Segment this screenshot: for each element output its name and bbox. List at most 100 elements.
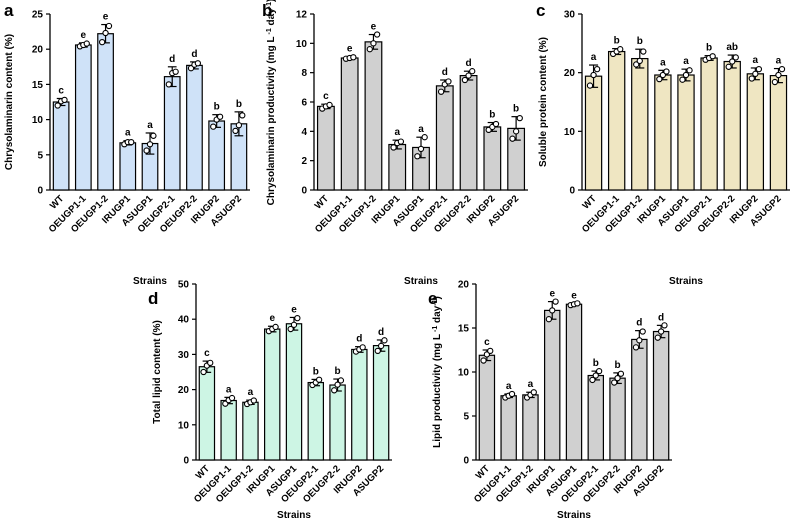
significance-letter: a <box>226 384 232 395</box>
data-point <box>250 397 257 404</box>
bar-WT <box>316 105 335 191</box>
significance-letter: b <box>313 366 319 377</box>
significance-letter: a <box>506 381 512 392</box>
significance-letter: a <box>418 124 424 135</box>
data-point <box>663 68 670 75</box>
data-point <box>445 78 452 85</box>
data-point <box>639 328 646 335</box>
data-point <box>679 76 686 83</box>
bar-OEUGP1-2 <box>364 41 383 191</box>
data-point <box>752 70 759 77</box>
data-point <box>656 75 663 83</box>
data-point <box>334 381 341 388</box>
y-axis-title: Chrysolaminarin productivity (mg L -1 da… <box>266 0 278 205</box>
significance-letter: e <box>549 289 555 300</box>
x-axis-title: Strains <box>133 276 167 287</box>
bar-OEUGP2-2 <box>609 377 626 461</box>
data-point <box>374 347 381 355</box>
significance-letter: e <box>81 30 87 41</box>
data-point <box>61 96 68 104</box>
data-point <box>636 57 643 65</box>
data-point <box>210 123 217 130</box>
significance-letter: b <box>593 358 599 369</box>
significance-letter: e <box>571 290 577 301</box>
y-tick-label: 5 <box>463 412 469 423</box>
data-point <box>143 147 150 154</box>
data-point <box>593 65 601 73</box>
significance-letter: b <box>513 104 519 115</box>
y-tick-label: 40 <box>178 315 190 326</box>
y-tick-label: 30 <box>564 10 576 21</box>
bar-IRUGP1 <box>388 143 407 191</box>
bar-ASUGP1 <box>565 303 583 461</box>
data-point <box>617 46 624 53</box>
data-point <box>239 112 246 119</box>
data-point <box>373 31 381 38</box>
significance-letter: d <box>636 318 642 329</box>
data-point <box>216 113 224 120</box>
data-point <box>512 128 520 135</box>
data-point <box>294 314 301 322</box>
data-point <box>326 101 333 109</box>
y-tick-label: 0 <box>301 186 307 197</box>
data-point <box>461 76 469 84</box>
data-point <box>611 379 618 386</box>
data-point <box>98 39 106 46</box>
y-tick-label: 5 <box>37 150 43 161</box>
bar-OEUGP1-2 <box>631 57 649 191</box>
data-point <box>632 344 640 351</box>
data-point <box>509 135 516 142</box>
bar-ASUGP1 <box>677 74 695 191</box>
data-point <box>417 145 425 153</box>
data-point <box>549 307 556 314</box>
data-point <box>146 141 154 148</box>
x-tick-label: WT <box>313 193 331 211</box>
data-point <box>530 389 537 396</box>
panel-letter-c: c <box>536 1 545 20</box>
data-point <box>516 114 523 122</box>
significance-letter: b <box>214 102 220 113</box>
bar-IRUGP1 <box>119 142 137 191</box>
significance-letter: d <box>356 334 362 345</box>
data-point <box>469 68 476 75</box>
data-point <box>614 375 621 382</box>
y-tick-label: 20 <box>178 385 190 396</box>
x-axis-title: Strains <box>557 510 591 521</box>
significance-letter: a <box>248 387 254 398</box>
significance-letter: b <box>614 36 620 47</box>
x-axis-title: Strains <box>277 510 311 521</box>
significance-letter: a <box>591 52 597 63</box>
data-point <box>331 387 338 394</box>
significance-letter: a <box>660 57 666 68</box>
data-point <box>370 40 377 47</box>
data-point <box>640 48 647 55</box>
data-point <box>661 322 668 329</box>
data-point <box>194 60 202 67</box>
bar-WT <box>198 366 216 461</box>
significance-letter: e <box>103 12 109 23</box>
bar-ASUGP1 <box>285 323 303 461</box>
data-point <box>778 65 786 73</box>
significance-letter: d <box>442 67 448 78</box>
bar-IRUGP1 <box>543 309 561 461</box>
significance-letter: b <box>706 43 712 54</box>
y-axis-title: Chrysolaminarin content (%) <box>4 34 15 170</box>
data-point <box>657 328 665 335</box>
data-point <box>589 376 596 384</box>
data-point <box>755 65 763 73</box>
significance-letter: e <box>371 22 377 33</box>
data-point <box>381 337 388 344</box>
data-point <box>105 22 113 30</box>
data-point <box>315 376 323 383</box>
bar-OEUGP1-1 <box>500 395 517 461</box>
bar-IRUGP2 <box>208 120 226 191</box>
significance-letter: b <box>335 366 341 377</box>
data-point <box>748 75 755 82</box>
data-point <box>102 29 109 37</box>
significance-letter: e <box>291 304 297 315</box>
chart-panel-b: 024681012cWTeOEUGP1-1eOEUGP1-2aIRUGP1aAS… <box>266 0 528 287</box>
bar-OEUGP1-2 <box>242 401 259 461</box>
data-point <box>682 71 690 79</box>
data-point <box>590 71 597 79</box>
